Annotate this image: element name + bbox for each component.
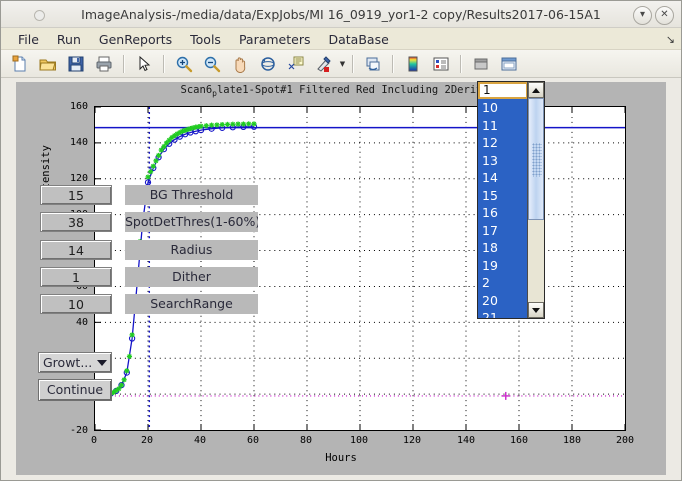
scan-listbox-item[interactable]: 15: [482, 187, 498, 203]
scroll-up-button[interactable]: [528, 82, 544, 98]
menu-item-file[interactable]: File: [18, 31, 39, 47]
pointer-arrow-icon[interactable]: [131, 51, 157, 77]
plot-title: Scan6plate1-Spot#1 Filtered Red Includin…: [16, 84, 666, 98]
scan-listbox-item[interactable]: 18: [482, 240, 498, 255]
resize-arrow-icon[interactable]: ↘: [665, 33, 675, 46]
window-title: ImageAnalysis-/media/data/ExpJobs/MI 16_…: [81, 7, 601, 22]
title-bar: ImageAnalysis-/media/data/ExpJobs/MI 16_…: [1, 1, 681, 28]
growth-mode-select-value: Growt...: [43, 355, 93, 370]
x-tick-40: 40: [193, 435, 207, 446]
scan-listbox-item[interactable]: 21: [482, 310, 498, 318]
scan-listbox-item[interactable]: 17: [482, 222, 498, 238]
menu-item-run[interactable]: Run: [56, 31, 81, 47]
toolbar-separator: [352, 54, 354, 73]
dither-label: Dither: [125, 267, 258, 287]
searchrange-label: SearchRange: [125, 294, 258, 314]
toolbar-separator: [392, 54, 394, 73]
toolbar-separator: [163, 54, 165, 73]
bg-threshold-input[interactable]: 15: [40, 185, 112, 205]
triangle-up-icon: [532, 87, 540, 93]
zoom-in-icon[interactable]: [171, 51, 197, 77]
scan-listbox-item[interactable]: 16: [482, 205, 498, 220]
y-tick-neg20: -20: [69, 425, 88, 436]
scan-listbox-item[interactable]: 20: [482, 292, 498, 308]
scrollbar-grip-icon: [532, 143, 542, 177]
chevron-down-icon: [97, 360, 107, 366]
scan-listbox-item[interactable]: 19: [482, 257, 498, 273]
y-tick-140: 140: [69, 137, 88, 148]
continue-button[interactable]: Continue: [38, 379, 112, 401]
scan-listbox[interactable]: 1 10111213141516171819220212223: [477, 81, 545, 319]
toolbar-separator: [123, 54, 125, 73]
scan-listbox-item[interactable]: 10: [482, 100, 498, 115]
dither-input[interactable]: 1: [40, 267, 112, 287]
open-folder-icon[interactable]: [35, 51, 61, 77]
y-tick-160: 160: [69, 101, 88, 112]
scan-listbox-item[interactable]: 14: [482, 170, 498, 185]
print-icon[interactable]: [91, 51, 117, 77]
x-tick-100: 100: [349, 435, 369, 446]
toolbar-separator: [460, 54, 462, 73]
menu-item-database[interactable]: DataBase: [328, 31, 389, 47]
y-tick-40: 40: [75, 317, 88, 328]
x-axis-title: Hours: [325, 452, 357, 464]
x-tick-120: 120: [402, 435, 422, 446]
figure-canvas: Scan6plate1-Spot#1 Filtered Red Includin…: [16, 82, 666, 475]
x-tick-140: 140: [456, 435, 476, 446]
radius-input[interactable]: 14: [40, 240, 112, 260]
x-tick-20: 20: [140, 435, 154, 446]
scan-listbox-item[interactable]: 2: [482, 275, 490, 290]
scan-listbox-edit[interactable]: 1: [478, 82, 528, 99]
colorbar-icon[interactable]: [400, 51, 426, 77]
radius-label: Radius: [125, 240, 258, 260]
bg-threshold-label: BG Threshold: [125, 185, 258, 205]
window-menu-icon[interactable]: [34, 10, 45, 21]
scan-listbox-items[interactable]: 10111213141516171819220212223: [478, 99, 528, 318]
scan-listbox-item[interactable]: 11: [482, 117, 498, 133]
scroll-down-button[interactable]: [528, 302, 544, 318]
x-tick-180: 180: [562, 435, 582, 446]
save-disk-icon[interactable]: [63, 51, 89, 77]
scan-listbox-item[interactable]: 12: [482, 135, 498, 150]
x-tick-60: 60: [246, 435, 260, 446]
show-plot-tools-icon[interactable]: [496, 51, 522, 77]
tool-bar: ▼: [1, 50, 681, 78]
spotdetthres-input[interactable]: 38: [40, 212, 112, 232]
brush-icon[interactable]: [311, 51, 337, 77]
scrollbar-thumb[interactable]: [528, 98, 544, 220]
menu-item-genreports[interactable]: GenReports: [98, 31, 173, 47]
scan-listbox-scrollbar[interactable]: [527, 82, 544, 318]
link-plot-icon[interactable]: [360, 51, 386, 77]
hide-plot-tools-icon[interactable]: [468, 51, 494, 77]
data-cursor-icon[interactable]: [283, 51, 309, 77]
menu-item-parameters[interactable]: Parameters: [238, 31, 311, 47]
growth-mode-select[interactable]: Growt...: [38, 352, 112, 373]
x-tick-0: 0: [90, 435, 98, 446]
x-tick-80: 80: [299, 435, 313, 446]
close-button[interactable]: ✕: [655, 6, 674, 25]
zoom-out-icon[interactable]: [199, 51, 225, 77]
legend-icon[interactable]: [428, 51, 454, 77]
brush-dropdown-caret-icon[interactable]: ▼: [339, 59, 346, 68]
x-tick-160: 160: [509, 435, 529, 446]
scrollbar-track[interactable]: [528, 98, 544, 302]
plot-title-subscript: p: [212, 89, 217, 98]
rotate-3d-icon[interactable]: [255, 51, 281, 77]
scan-listbox-item[interactable]: 13: [482, 152, 498, 168]
y-tick-120: 120: [69, 173, 88, 184]
menu-bar: File Run GenReports Tools Parameters Dat…: [1, 28, 681, 50]
x-tick-200: 200: [615, 435, 635, 446]
pan-hand-icon[interactable]: [227, 51, 253, 77]
spotdetthres-label: SpotDetThres(1-60%): [125, 212, 258, 232]
triangle-down-icon: [532, 307, 540, 313]
menu-item-tools[interactable]: Tools: [190, 31, 221, 47]
plot-title-base: Scan6: [180, 84, 213, 96]
new-document-icon[interactable]: [7, 51, 33, 77]
minimize-button[interactable]: ▾: [633, 6, 652, 25]
searchrange-input[interactable]: 10: [40, 294, 112, 314]
plot-title-rest: late1-Spot#1 Filtered Red Including 2Der…: [216, 84, 502, 96]
